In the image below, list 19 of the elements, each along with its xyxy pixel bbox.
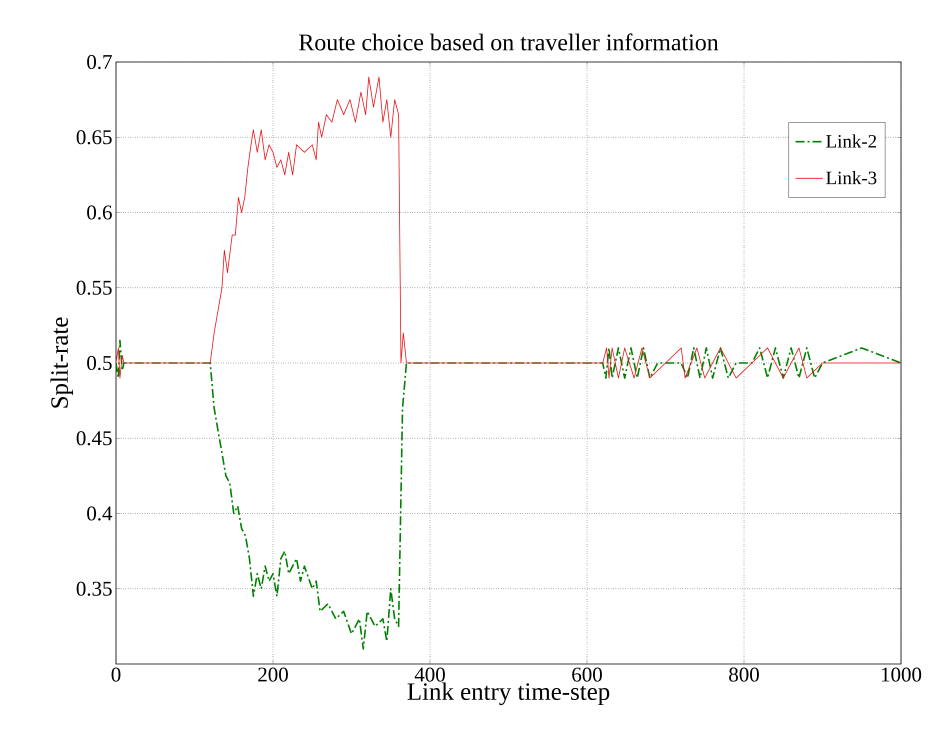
y-tick-label: 0.45 [76,431,112,446]
x-tick-label: 600 [572,668,602,682]
x-axis-title: Link entry time-step [408,682,610,706]
y-tick-label: 0.65 [76,130,112,144]
x-tick-label: 800 [729,668,759,682]
y-tick-label: 0.6 [87,205,112,220]
y-tick-label: 0.4 [87,506,112,521]
x-tick-label: 400 [414,668,445,682]
y-axis-title: Split-rate [50,318,74,408]
y-tick-label: 0.5 [87,356,112,370]
x-tick-label: 200 [258,668,288,682]
x-tick-label: 1000 [882,668,922,682]
y-tick-label: 0.7 [87,54,112,70]
legend-label: Link-3 [826,171,876,184]
y-tick-label: 0.35 [76,582,112,596]
x-tick-label: 0 [112,668,120,682]
y-tick-label: 0.55 [76,280,112,295]
legend-label: Link-2 [826,134,876,148]
chart-title: Route choice based on traveller information [299,33,718,50]
